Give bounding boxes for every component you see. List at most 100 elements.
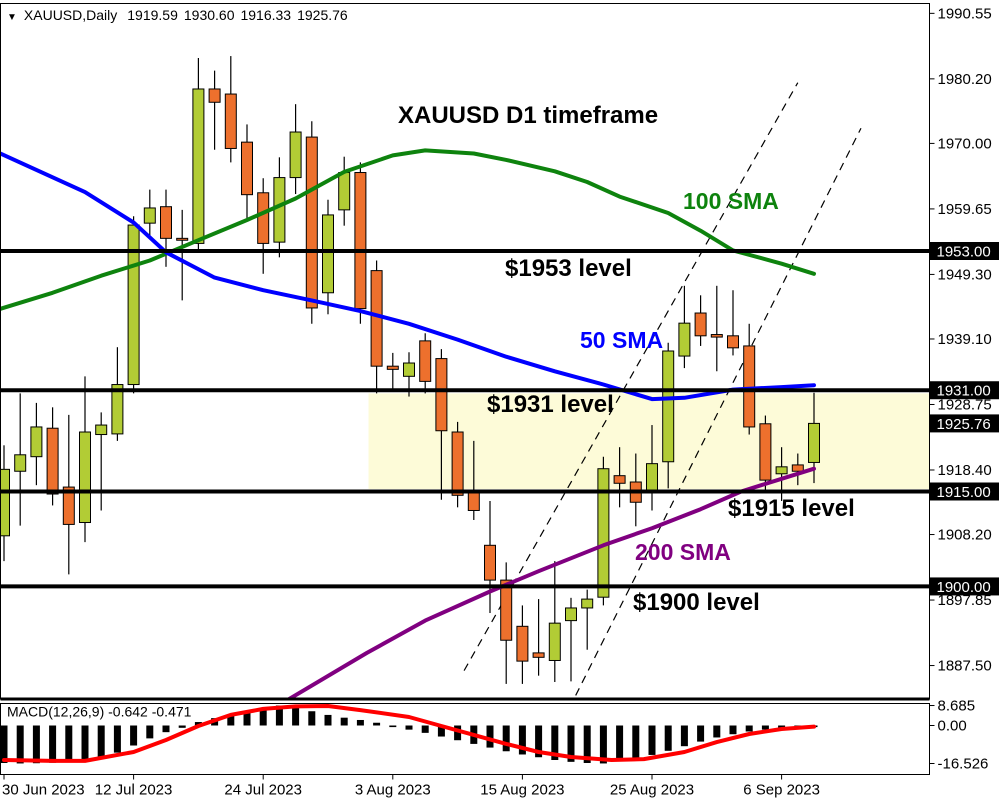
symbol-period-label: XAUUSD,Daily xyxy=(23,7,118,23)
macd-bar xyxy=(632,725,640,759)
collapse-ohlc-icon[interactable]: ▼ xyxy=(7,12,17,23)
macd-bar xyxy=(373,722,381,726)
macd-bar xyxy=(16,725,24,764)
price-tick-label: 1970.00 xyxy=(938,135,992,152)
annotation-level1900-label[interactable]: $1900 level xyxy=(633,589,760,616)
candle-25-aug xyxy=(646,463,658,493)
candle-17-jul xyxy=(176,237,189,241)
candle-21-jul xyxy=(241,141,253,196)
trendline-2[interactable] xyxy=(569,127,862,708)
candle-16-aug xyxy=(532,652,545,658)
level-price-tag-1953.00: 1953.00 xyxy=(937,244,991,261)
open-value: 1919.59 xyxy=(127,7,178,23)
candle-14-jul xyxy=(160,206,172,239)
macd-bar xyxy=(130,725,138,746)
macd-signal-line xyxy=(2,704,816,763)
level-price-tag-1953.00-bg xyxy=(930,242,999,260)
macd-bar xyxy=(178,725,186,728)
macd-bar xyxy=(648,725,656,755)
candle-30-aug xyxy=(694,312,707,337)
macd-bar xyxy=(81,725,89,761)
annotation-sma100-label[interactable]: 100 SMA xyxy=(683,188,779,214)
macd-bar xyxy=(194,722,202,726)
candle-11-jul xyxy=(111,384,124,435)
candle-4-jul xyxy=(30,426,43,458)
macd-bar xyxy=(518,725,526,755)
annotation-sma200-label[interactable]: 200 SMA xyxy=(635,539,731,565)
close-value: 1925.76 xyxy=(297,7,348,23)
candle-24-jul xyxy=(257,192,270,244)
trendline-1[interactable] xyxy=(463,82,799,671)
annotation-level1931-label[interactable]: $1931 level xyxy=(487,391,614,418)
current-price-tag: 1925.76 xyxy=(937,416,991,433)
level-price-tag-1931.00-bg xyxy=(930,381,999,400)
annotation-level1953-label[interactable]: $1953 level xyxy=(505,255,632,282)
time-tick-label: 25 Aug 2023 xyxy=(610,782,694,799)
macd-bar xyxy=(340,717,348,726)
candle-9-aug xyxy=(451,431,464,496)
candle-5-sep xyxy=(759,423,772,481)
candle-10-jul xyxy=(95,424,108,436)
macd-bar xyxy=(259,708,267,726)
time-tick-label: 3 Aug 2023 xyxy=(355,782,431,799)
sma-100-line xyxy=(1,148,816,311)
candle-1-sep xyxy=(727,335,739,349)
time-axis[interactable]: 30 Jun 2023 12 Jul 2023 24 Jul 2023 3 Aug 2… xyxy=(2,774,820,799)
candle-4-sep xyxy=(743,345,756,428)
candle-31-aug xyxy=(710,334,723,338)
candle-4-aug xyxy=(403,362,415,377)
candle-26-jul xyxy=(289,131,302,179)
macd-bar xyxy=(227,714,235,726)
time-tick-label: 12 Jul 2023 xyxy=(95,782,173,799)
ohlc-header: ▼ XAUUSD,Daily 1919.59 1930.60 1916.33 1925.7… xyxy=(7,7,354,23)
time-tick-label: 6 Sep 2023 xyxy=(743,782,820,799)
macd-bar xyxy=(97,725,105,759)
candle-19-jul xyxy=(208,88,221,103)
price-tick-label: 1990.55 xyxy=(938,5,992,22)
price-tick-label: 1980.20 xyxy=(938,71,992,88)
candle-30-jun xyxy=(1,468,10,537)
candles-layer xyxy=(1,56,820,684)
current-price-tag-bg xyxy=(930,414,999,433)
macd-bar xyxy=(49,725,57,763)
candle-5-jul xyxy=(46,427,59,495)
annotation-level1915-label[interactable]: $1915 level xyxy=(728,495,855,522)
macd-bar xyxy=(729,725,737,735)
macd-bar xyxy=(292,707,300,726)
high-value: 1930.60 xyxy=(183,7,235,23)
candle-8-sep xyxy=(808,422,820,463)
candle-18-jul xyxy=(192,88,205,244)
macd-histogram xyxy=(1,705,818,764)
candle-22-aug xyxy=(597,468,610,598)
macd-bar xyxy=(680,725,688,747)
candle-1-aug xyxy=(354,172,367,310)
main-price-panel: XAUUSD D1 timeframe 100 SMA $1953 level 50 … xyxy=(1,56,929,708)
candle-18-aug xyxy=(565,607,577,622)
macd-bar xyxy=(616,725,624,762)
price-tick-label: 1918.40 xyxy=(938,462,992,479)
candle-17-aug xyxy=(548,622,561,661)
macd-bar xyxy=(502,725,510,752)
level-price-tag-1915.00-bg xyxy=(930,482,999,501)
time-tick-label: 30 Jun 2023 xyxy=(2,782,85,799)
macd-bar xyxy=(664,725,672,751)
time-tick-label: 24 Jul 2023 xyxy=(224,782,302,799)
candle-21-aug xyxy=(581,598,594,609)
price-axis[interactable]: 1990.55 1980.20 1970.00 1959.65 1949.30 1939.… xyxy=(929,5,1000,773)
macd-bar xyxy=(243,712,251,726)
macd-bar xyxy=(308,711,316,726)
sma-200-line xyxy=(286,466,816,699)
macd-panel xyxy=(1,704,818,764)
macd-bar xyxy=(324,714,332,726)
price-tick-label: 1939.10 xyxy=(938,331,992,348)
macd-bar xyxy=(405,725,413,730)
macd-bar xyxy=(32,725,40,764)
annotation-title[interactable]: XAUUSD D1 timeframe xyxy=(398,102,658,129)
annotation-sma50-label[interactable]: 50 SMA xyxy=(580,327,663,353)
macd-bar xyxy=(356,719,364,726)
candle-6-jul xyxy=(62,486,75,525)
level-price-tag-1915.00: 1915.00 xyxy=(937,484,991,501)
time-tick-label: 15 Aug 2023 xyxy=(480,782,564,799)
